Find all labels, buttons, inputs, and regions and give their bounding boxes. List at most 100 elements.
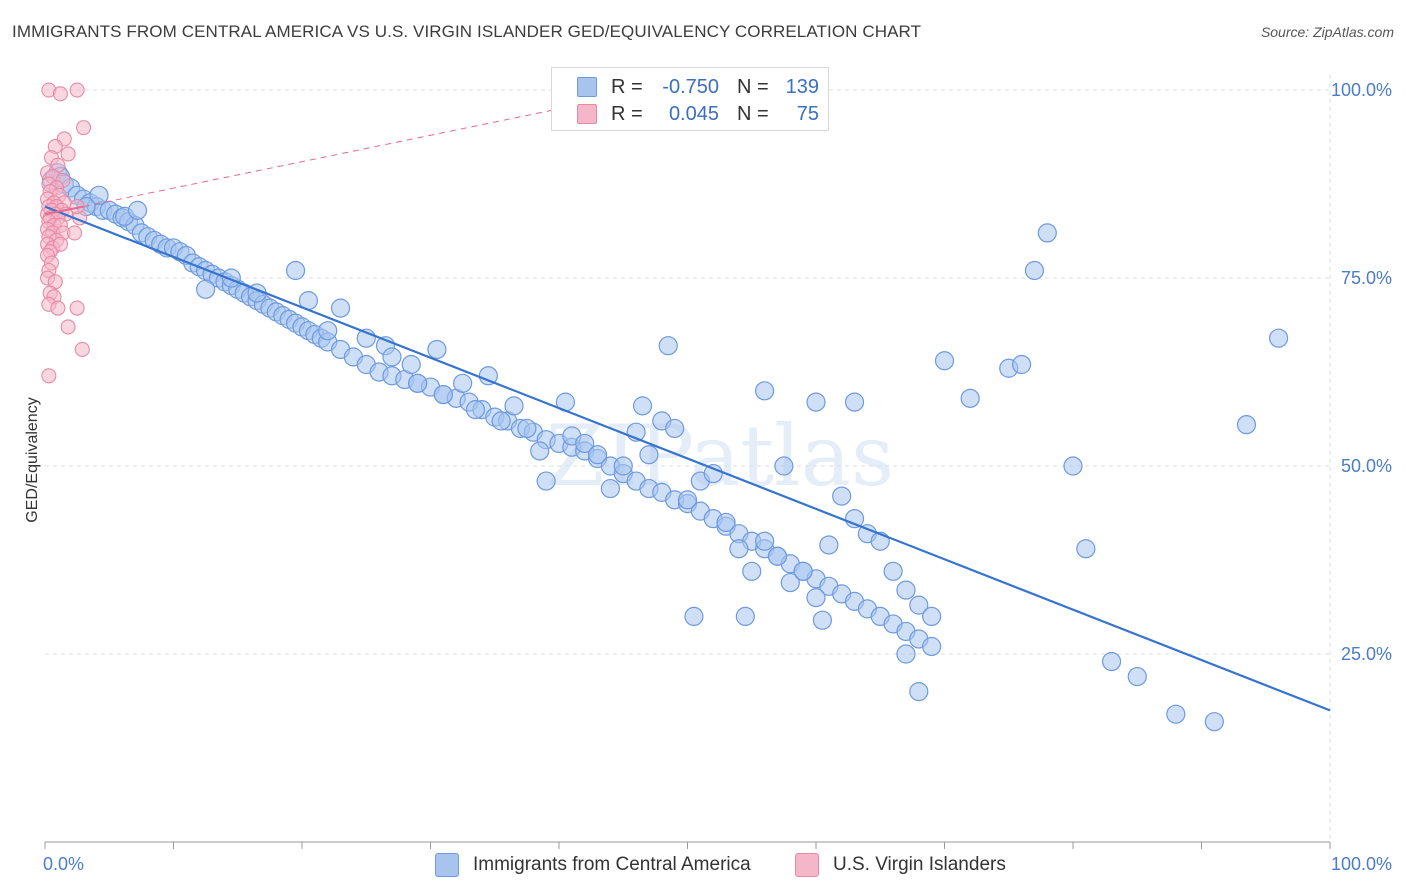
data-point [491, 411, 511, 431]
trend-line-pink [44, 205, 84, 216]
data-point [806, 392, 826, 412]
legend-label: U.S. Virgin Islanders [833, 854, 1006, 875]
data-point [1037, 223, 1057, 243]
y-tick-label: 50.0% [1341, 456, 1392, 476]
data-point [793, 561, 813, 581]
data-point [465, 400, 486, 420]
chart-title: IMMIGRANTS FROM CENTRAL AMERICA VS U.S. … [12, 22, 922, 41]
n-label: N = [737, 102, 769, 125]
data-point [774, 456, 794, 476]
data-point [67, 225, 83, 241]
data-point [600, 478, 621, 499]
data-point [1166, 704, 1186, 724]
data-point [703, 463, 723, 484]
x-tick-label: 0.0% [43, 854, 84, 874]
data-point [52, 236, 68, 252]
data-point [127, 200, 148, 220]
data-point [1127, 666, 1147, 687]
data-point [1268, 328, 1289, 348]
chart-source: Source: ZipAtlas.com [1260, 24, 1394, 40]
data-point [76, 120, 92, 136]
data-point [658, 336, 678, 356]
data-point [427, 339, 447, 360]
data-point [754, 381, 775, 401]
data-point [922, 636, 942, 657]
data-point [960, 388, 980, 408]
data-point [1204, 712, 1224, 732]
legend-swatch-pink [795, 853, 819, 877]
data-point [74, 341, 90, 358]
data-point [896, 580, 916, 600]
r-value: -0.750 [662, 75, 719, 98]
data-point [677, 490, 698, 510]
data-point [50, 300, 66, 316]
series-legend: Immigrants from Central America U.S. Vir… [0, 852, 1406, 878]
legend-item-central-america: Immigrants from Central America [435, 852, 751, 878]
data-point [819, 535, 839, 555]
y-tick-label: 75.0% [1341, 268, 1392, 288]
data-point [832, 486, 852, 506]
data-point [684, 606, 704, 627]
data-point [587, 445, 608, 465]
data-point [530, 441, 550, 461]
legend-item-virgin-islanders: U.S. Virgin Islanders [795, 852, 1006, 878]
data-point [536, 471, 556, 491]
data-point [453, 373, 473, 393]
r-label: R = [611, 102, 643, 125]
data-point [89, 185, 109, 205]
data-point [883, 561, 903, 581]
data-point [433, 384, 453, 405]
legend-row-blue: R = -0.750 N = 139 [552, 73, 819, 101]
data-point [716, 512, 736, 533]
data-point [69, 300, 85, 316]
y-axis-label: GED/Equivalency [24, 397, 41, 522]
data-point [60, 146, 76, 162]
series-central-america [41, 163, 1289, 732]
data-point [934, 351, 955, 371]
legend-label: Immigrants from Central America [473, 854, 751, 875]
data-point [60, 319, 76, 335]
data-point [575, 433, 595, 454]
data-point [285, 260, 306, 281]
data-point [52, 86, 68, 102]
data-point [330, 298, 351, 318]
data-point [1024, 260, 1045, 281]
data-point [665, 418, 685, 439]
r-label: R = [611, 75, 643, 98]
data-point [896, 644, 916, 664]
n-value: 75 [796, 102, 819, 125]
data-point [1063, 456, 1083, 476]
legend-swatch-blue [435, 853, 459, 877]
axes: 100.0% 75.0% 50.0% 25.0% 0.0% 100.0% [43, 80, 1392, 874]
correlation-legend: R = -0.750 N = 139 R = 0.045 N = 75 [551, 67, 829, 131]
legend-swatch-pink [577, 104, 597, 124]
data-point [1101, 651, 1122, 672]
n-label: N = [737, 75, 769, 98]
r-value: 0.045 [668, 102, 719, 125]
data-point [767, 546, 788, 566]
legend-row-pink: R = 0.045 N = 75 [552, 100, 819, 128]
data-point [69, 82, 85, 98]
y-tick-label: 25.0% [1341, 644, 1392, 664]
trend-line-blue [44, 205, 1331, 712]
data-point [517, 418, 537, 439]
data-point [318, 321, 338, 341]
data-point [1236, 415, 1257, 435]
trend-line-pink-extension [83, 108, 560, 208]
data-point [844, 392, 865, 412]
data-point [806, 588, 826, 608]
data-point [1011, 354, 1032, 375]
series-virgin-islanders [40, 82, 92, 384]
data-point [504, 396, 524, 416]
data-point [812, 610, 833, 630]
n-value: 139 [785, 75, 819, 98]
data-point [401, 354, 421, 375]
data-point [909, 682, 929, 702]
data-point [1076, 539, 1096, 559]
legend-swatch-blue [577, 77, 597, 97]
data-point [729, 539, 749, 559]
data-point [909, 595, 929, 615]
data-point [754, 531, 775, 551]
data-point [780, 572, 800, 593]
